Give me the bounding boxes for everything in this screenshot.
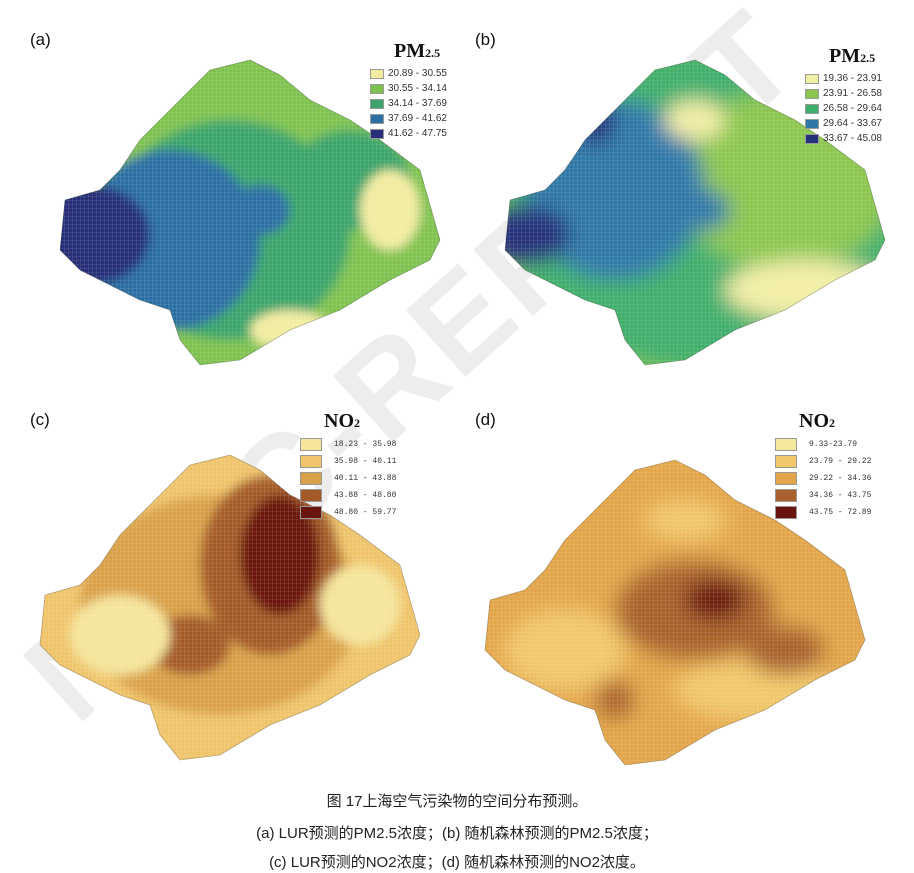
legend-range-label: 34.14 - 37.69 xyxy=(388,98,447,109)
legend-swatch xyxy=(775,472,797,485)
legend-item: 34.36 - 43.75 xyxy=(775,487,871,504)
panel-d-rf-no2: (d) NO2 9.33-23.79 23.79 - 29.22 29.22 - 34… xyxy=(475,410,914,780)
legend-range-label: 33.67 - 45.08 xyxy=(823,133,882,144)
figure-caption-title: 图 17上海空气污染物的空间分布预测。 xyxy=(326,793,588,810)
legend-swatch xyxy=(300,472,322,485)
legend: PM2.5 19.36 - 23.91 23.91 - 26.58 26.58 - 2… xyxy=(805,45,882,146)
map-outline xyxy=(484,459,866,766)
legend-item: 18.23 - 35.98 xyxy=(300,436,396,453)
legend-title: NO2 xyxy=(799,410,871,433)
legend-swatch xyxy=(370,68,384,79)
legend-swatch xyxy=(775,489,797,502)
choropleth-map xyxy=(59,59,441,366)
legend-item: 48.80 - 59.77 xyxy=(300,504,396,521)
legend-range-label: 41.62 - 47.75 xyxy=(388,128,447,139)
legend-range-label: 19.36 - 23.91 xyxy=(823,73,882,84)
legend-title-main: PM xyxy=(394,40,426,62)
legend-swatch xyxy=(370,113,384,124)
legend: PM2.5 20.89 - 30.55 30.55 - 34.14 34.14 - 3… xyxy=(370,40,447,141)
panel-c-lur-no2: (c) NO2 18.23 - 35.98 35.98 - 40.11 40.11 -… xyxy=(30,410,470,780)
legend-range-label: 18.23 - 35.98 xyxy=(334,440,397,449)
legend-item: 9.33-23.79 xyxy=(775,436,871,453)
legend-swatch xyxy=(370,98,384,109)
legend-range-label: 43.75 - 72.89 xyxy=(809,508,872,517)
choropleth-map xyxy=(484,459,866,766)
legend-item: 26.58 - 29.64 xyxy=(805,101,882,116)
legend-swatch xyxy=(805,118,819,129)
legend-swatch xyxy=(805,88,819,99)
legend-item: 37.69 - 41.62 xyxy=(370,111,447,126)
panel-label: (a) xyxy=(30,30,51,49)
figure-caption-ab: (a) LUR预测的PM2.5浓度；(b) 随机森林预测的PM2.5浓度； xyxy=(256,825,658,842)
legend-item: 34.14 - 37.69 xyxy=(370,96,447,111)
legend-range-label: 35.98 - 40.11 xyxy=(334,457,397,466)
legend-item: 43.88 - 48.80 xyxy=(300,487,396,504)
legend-title-main: NO xyxy=(799,410,829,432)
legend-range-label: 48.80 - 59.77 xyxy=(334,508,397,517)
legend-title-subscript: 2.5 xyxy=(860,51,876,65)
legend-item: 29.22 - 34.36 xyxy=(775,470,871,487)
legend-swatch xyxy=(775,455,797,468)
legend-item: 41.62 - 47.75 xyxy=(370,126,447,141)
legend-swatch xyxy=(300,489,322,502)
legend-title: PM2.5 xyxy=(394,40,447,63)
legend-range-label: 23.91 - 26.58 xyxy=(823,88,882,99)
panel-label: (c) xyxy=(30,410,50,429)
legend-swatch xyxy=(370,128,384,139)
legend: NO2 9.33-23.79 23.79 - 29.22 29.22 - 34.36 3… xyxy=(775,410,871,521)
legend-swatch xyxy=(805,103,819,114)
legend-title-subscript: 2 xyxy=(829,416,835,430)
choropleth-map xyxy=(39,454,421,761)
legend-item: 29.64 - 33.67 xyxy=(805,116,882,131)
legend-item: 30.55 - 34.14 xyxy=(370,81,447,96)
panel-label: (b) xyxy=(475,30,496,49)
legend-title-main: NO xyxy=(324,410,354,432)
legend-range-label: 20.89 - 30.55 xyxy=(388,68,447,79)
legend-range-label: 9.33-23.79 xyxy=(809,440,858,449)
choropleth-map xyxy=(504,59,886,366)
legend-item: 33.67 - 45.08 xyxy=(805,131,882,146)
panel-label: (d) xyxy=(475,410,496,429)
legend-range-label: 43.88 - 48.80 xyxy=(334,491,397,500)
legend-swatch xyxy=(775,438,797,451)
legend-range-label: 26.58 - 29.64 xyxy=(823,103,882,114)
map-outline xyxy=(39,454,421,761)
panel-b-rf-pm25: (b) PM2.5 19.36 - 23.91 23.91 - 26.58 26.58… xyxy=(475,30,914,400)
legend-range-label: 30.55 - 34.14 xyxy=(388,83,447,94)
legend-item: 19.36 - 23.91 xyxy=(805,71,882,86)
legend-item: 40.11 - 43.88 xyxy=(300,470,396,487)
legend-range-label: 29.64 - 33.67 xyxy=(823,118,882,129)
legend-swatch xyxy=(300,506,322,519)
legend-swatch xyxy=(805,73,819,84)
legend-title: NO2 xyxy=(324,410,396,433)
legend-item: 35.98 - 40.11 xyxy=(300,453,396,470)
map-outline xyxy=(59,59,441,366)
legend-swatch xyxy=(300,455,322,468)
legend-swatch xyxy=(775,506,797,519)
legend-range-label: 37.69 - 41.62 xyxy=(388,113,447,124)
figure-caption-cd: (c) LUR预测的NO2浓度；(d) 随机森林预测的NO2浓度。 xyxy=(269,854,645,871)
legend-swatch xyxy=(300,438,322,451)
legend-title-subscript: 2.5 xyxy=(425,46,441,60)
legend-title-main: PM xyxy=(829,45,861,67)
legend-swatch xyxy=(805,133,819,144)
legend-title: PM2.5 xyxy=(829,45,882,68)
legend-range-label: 34.36 - 43.75 xyxy=(809,491,872,500)
panel-a-lur-pm25: (a) PM2.5 20.89 - 30.55 30.55 - 34.14 34.14… xyxy=(30,30,470,400)
legend-title-subscript: 2 xyxy=(354,416,360,430)
legend-item: 20.89 - 30.55 xyxy=(370,66,447,81)
legend-range-label: 23.79 - 29.22 xyxy=(809,457,872,466)
legend-item: 23.79 - 29.22 xyxy=(775,453,871,470)
legend-range-label: 29.22 - 34.36 xyxy=(809,474,872,483)
legend: NO2 18.23 - 35.98 35.98 - 40.11 40.11 - 43.… xyxy=(300,410,396,521)
legend-item: 43.75 - 72.89 xyxy=(775,504,871,521)
legend-range-label: 40.11 - 43.88 xyxy=(334,474,397,483)
legend-item: 23.91 - 26.58 xyxy=(805,86,882,101)
legend-swatch xyxy=(370,83,384,94)
